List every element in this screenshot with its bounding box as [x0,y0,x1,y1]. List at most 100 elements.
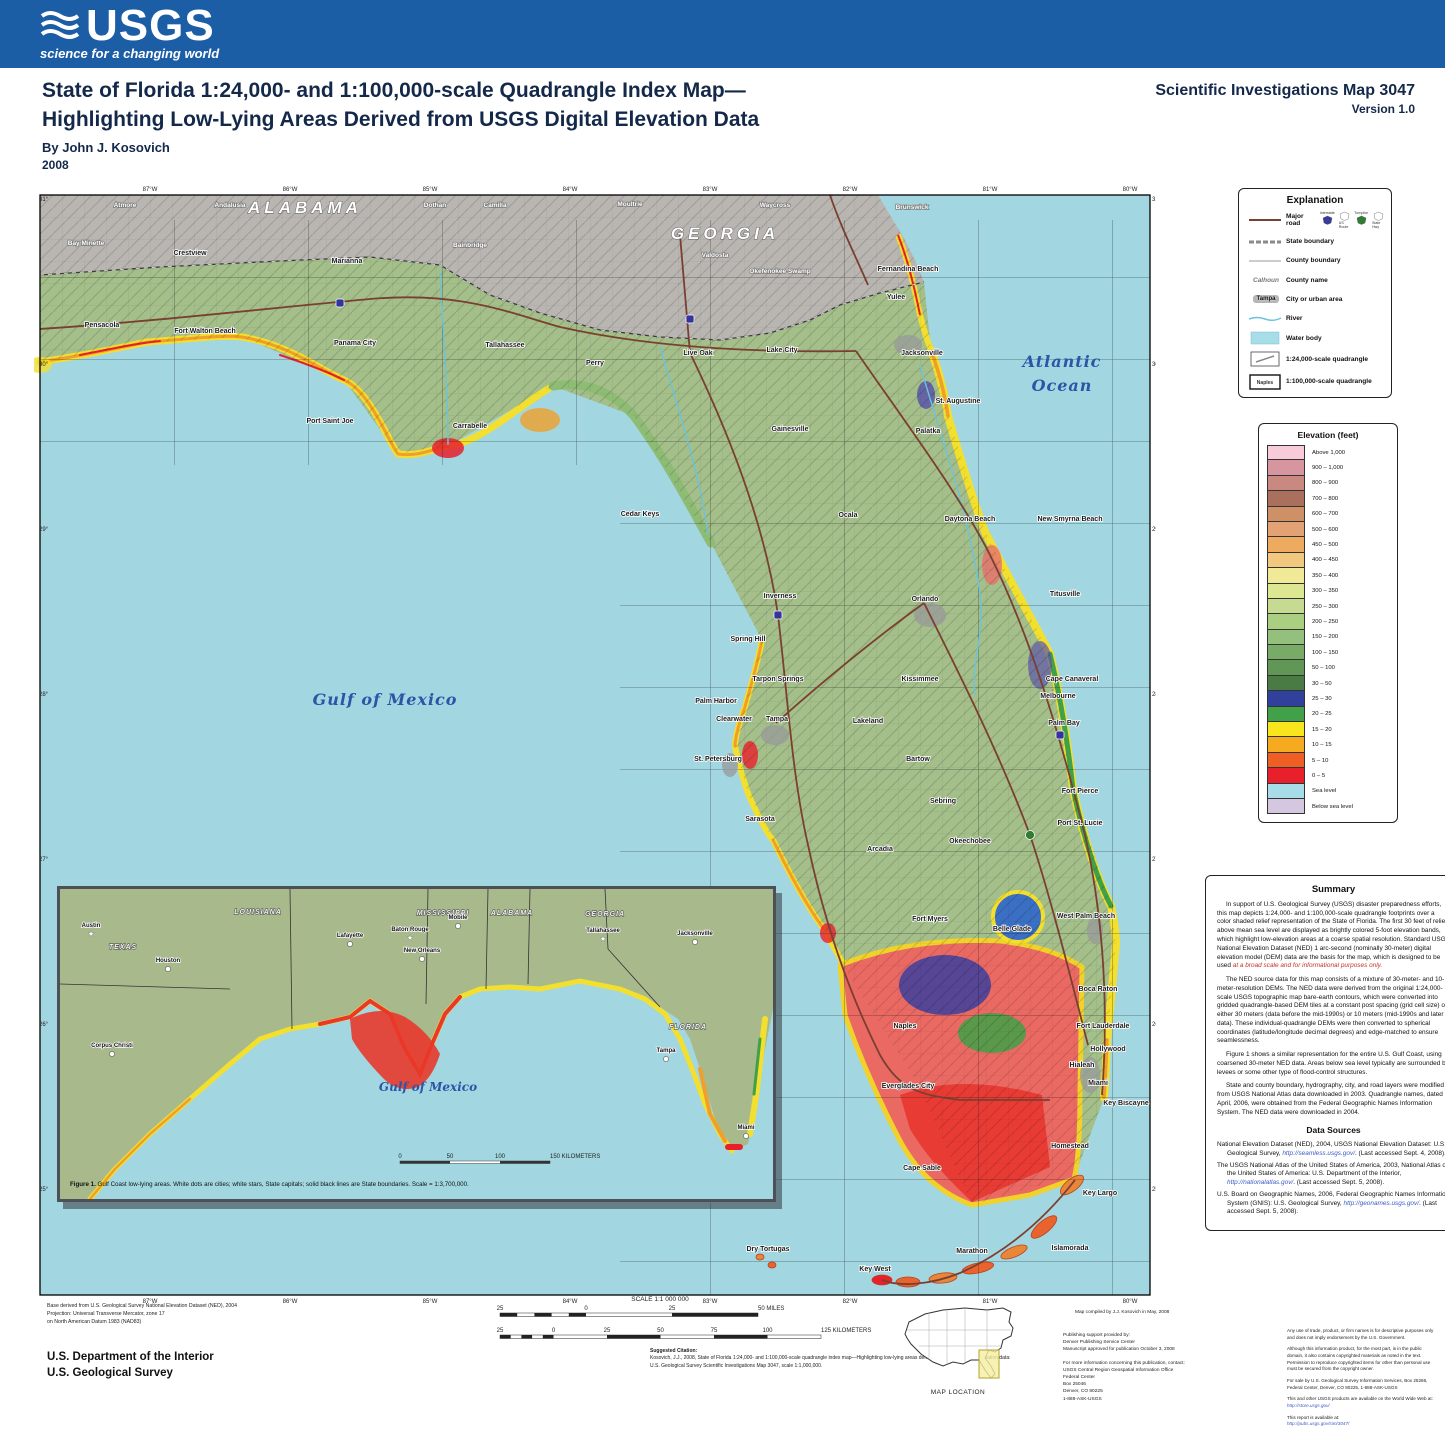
map-label: Melbourne [1040,693,1075,700]
map-label: Sarasota [745,816,775,823]
elevation-legend-row: 25 – 30 [1267,691,1389,707]
elevation-label: 800 – 900 [1312,480,1339,487]
km-tick: 125 KILOMETERS [821,1328,871,1334]
lat-label-right: 29° [1152,527,1156,533]
source-link[interactable]: http://seamless.usgs.gov/ [1282,1149,1355,1157]
inset-label: FLORIDA [669,1024,707,1031]
store-link[interactable]: http://store.usgs.gov/ [1287,1402,1330,1408]
map-label: Fort Lauderdale [1077,1023,1130,1030]
map-label: Perry [586,360,604,367]
scale-bars: SCALE 1:1 000 000 25 0 25 50 MILES 25 0 25 50 7… [497,1296,871,1339]
elevation-label: 5 – 10 [1312,757,1329,764]
map-title-line2: Highlighting Low-Lying Areas Derived fro… [42,108,760,131]
map-label: Miami [1088,1080,1108,1087]
elevation-swatch [1267,614,1305,630]
for-sale-note: For sale by U.S. Geological Survey Infor… [1287,1377,1428,1390]
lon-label-top: 87°W [143,187,158,193]
publishing-block: Publishing support provided by: Denver P… [1063,1332,1278,1409]
lat-label-left: 29° [39,527,49,533]
inset-gulf-coast-map: ★ ★ ★ TEXAS LOUISIANA MISSISSIPPI ALABAMA GEOR… [57,886,776,1202]
explanation-row-countyname: Calhoun County name [1246,274,1384,287]
quad100-symbol: Naples [1246,373,1286,390]
map-labels-layer: ALABAMA GEORGIA Atlantic Ocean Gulf of Mexic… [67,198,1150,1274]
usgs-banner [0,0,1445,68]
elevation-legend-row: 30 – 50 [1267,675,1389,692]
km-tick: 50 [657,1328,664,1334]
elevation-label: 10 – 15 [1312,742,1332,749]
data-source-entry: U.S. Board on Geographic Names, 2006, Fe… [1217,1191,1445,1217]
explanation-label: County boundary [1286,257,1341,265]
road-shields: Interstate US Route Turnpike State Hwy [1320,211,1384,229]
inset-city-dots: ★ ★ ★ [88,923,749,1139]
map-label: Bartow [906,756,930,763]
city-dot [165,966,171,972]
source-link[interactable]: http://nationalatlas.gov/ [1227,1179,1294,1187]
kilometers-bar: 25 0 25 50 75 100 125 KILOMETERS [497,1328,871,1339]
source-link[interactable]: http://geonames.usgs.gov/ [1343,1199,1420,1207]
elevation-swatch [1267,506,1305,522]
fine-print: Any use of trade, product, or firm names… [1287,1328,1439,1433]
map-label: Atlantic [1021,352,1102,371]
report-note: This report is available at: http://pubs… [1287,1414,1350,1427]
elevation-legend-row: 400 – 450 [1267,552,1389,569]
summary-paragraph-1: In support of U.S. Geological Survey (US… [1217,900,1445,970]
map-label: Islamorada [1052,1245,1089,1252]
elevation-swatch [1267,752,1305,769]
map-label: Atmore [114,202,137,209]
river-symbol [1246,314,1286,322]
source-text: The USGS National Atlas of the United St… [1217,1161,1445,1178]
elevation-label: 30 – 50 [1312,680,1332,687]
dept-interior: U.S. Department of the Interior [47,1351,214,1363]
city-dot [743,1133,749,1139]
disclaimer-1: Any use of trade, product, or firm names… [1287,1328,1434,1340]
inset-label: Corpus Christi [91,1043,133,1049]
lat-label-left: 31° [39,197,49,203]
inset-label: Jacksonville [677,931,713,937]
map-location: MAP LOCATION [898,1300,1018,1396]
city-dot [347,941,353,947]
map-label: St. Petersburg [694,756,742,763]
inset-label: LOUISIANA [234,909,282,916]
data-sources-list: National Elevation Dataset (NED), 2004, … [1217,1141,1445,1217]
elevation-legend-row: 300 – 350 [1267,583,1389,599]
base-credit-line3: on North American Datum 1983 (NAD83) [47,1318,142,1325]
elevation-legend-row: 5 – 10 [1267,752,1389,769]
data-source-entry: The USGS National Atlas of the United St… [1217,1162,1445,1188]
inset-label: Austin [82,923,101,929]
map-label: Valdosta [702,252,729,259]
map-label: Key West [859,1266,891,1273]
elevation-legend-row: 50 – 100 [1267,660,1389,676]
elevation-legend-row: Above 1,000 [1267,445,1389,461]
explanation-row-city: Tampa City or urban area [1246,293,1384,306]
countyb-symbol [1246,257,1286,265]
explanation-row-countyb: County boundary [1246,254,1384,267]
state-boundary-dash [39,256,925,341]
inset-state-boundaries [59,888,661,1030]
inset-label: Baton Rouge [391,927,429,933]
map-label: Cedar Keys [621,511,660,518]
lon-label-bottom: 81°W [983,1299,998,1305]
map-label: Jacksonville [901,350,943,357]
km-tick: 25 [497,1328,504,1334]
base-credit-line1: Base derived from U.S. Geological Survey… [47,1303,238,1309]
map-label: Camilla [483,202,507,209]
route-shields [335,298,1065,840]
us-outline-map [904,1307,1014,1379]
elevation-label: 100 – 150 [1312,649,1339,656]
elevation-legend-row: 150 – 200 [1267,629,1389,646]
map-label: Palatka [916,428,941,435]
elevation-legend-row: 200 – 250 [1267,614,1389,630]
inset-label: Mobile [449,915,469,921]
elevation-swatch [1267,737,1305,753]
graticule-labels: 87°W 87°W 86°W 86°W 85°W 85°W 84°W 84°W 83°W 83°W… [39,187,1156,1305]
report-link[interactable]: http://pubs.usgs.gov/sim/3047/ [1287,1421,1350,1427]
disclaimer-2: Although this information product, for t… [1287,1346,1431,1372]
byline: By John J. Kosovich [42,140,170,155]
elevation-label: 350 – 400 [1312,572,1339,579]
map-label: Dothan [424,202,446,209]
elevation-legend-row: 900 – 1,000 [1267,460,1389,476]
source-text: National Elevation Dataset (NED), 2004, … [1217,1141,1445,1157]
water-symbol [1246,331,1286,345]
lat-label-right: 27° [1152,857,1156,863]
map-label: Key Largo [1083,1190,1117,1197]
